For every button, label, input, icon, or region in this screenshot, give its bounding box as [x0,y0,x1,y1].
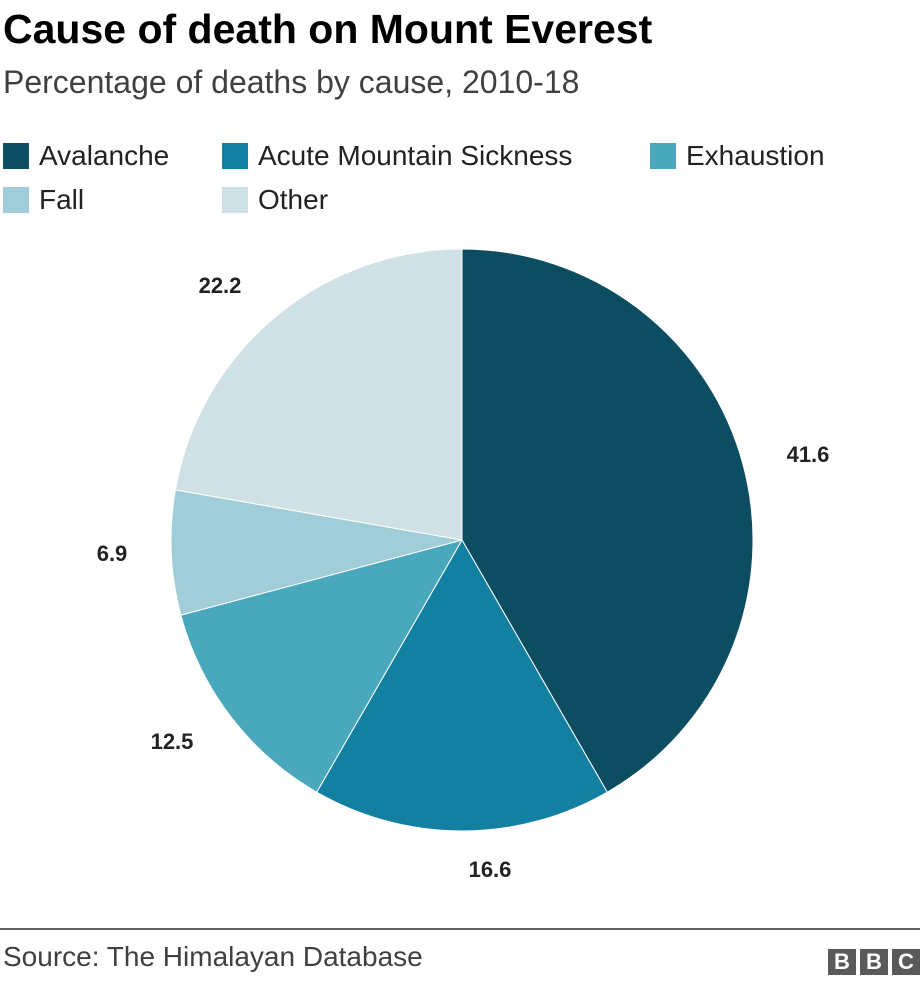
legend-swatch [3,143,29,169]
legend-item-avalanche: Avalanche [3,140,169,172]
legend-swatch [650,143,676,169]
chart-subtitle: Percentage of deaths by cause, 2010-18 [3,64,580,100]
pie-slice-exhaustion [180,539,464,793]
data-label: 12.5 [151,729,194,754]
legend-swatch [3,187,29,213]
pie-slice-other [174,248,463,541]
bbc-logo-letter: C [892,949,920,975]
legend-item-fall: Fall [3,184,84,216]
legend-label: Acute Mountain Sickness [258,140,573,171]
pie-slice-fall [170,489,463,616]
legend-label: Exhaustion [686,140,825,171]
bbc-logo: B B C [828,949,920,975]
data-label: 6.9 [97,541,128,566]
data-label: 16.6 [469,857,512,882]
legend-item-other: Other [222,184,328,216]
pie-slice-avalanche [461,248,754,793]
source-note: Source: The Himalayan Database [3,941,423,972]
bbc-logo-letter: B [860,949,888,975]
legend-label: Fall [39,184,85,215]
footer-divider [0,928,920,930]
legend-label: Other [258,184,329,215]
legend-label: Avalanche [39,140,170,171]
data-label: 41.6 [787,442,830,467]
legend-swatch [222,187,248,213]
legend-item-exhaustion: Exhaustion [650,140,825,172]
legend-swatch [222,143,248,169]
data-label: 22.2 [199,273,242,298]
chart-title: Cause of death on Mount Everest [3,6,653,52]
pie-slice-acute-mountain-sickness [316,538,608,832]
bbc-logo-letter: B [828,949,856,975]
legend-item-ams: Acute Mountain Sickness [222,140,572,172]
